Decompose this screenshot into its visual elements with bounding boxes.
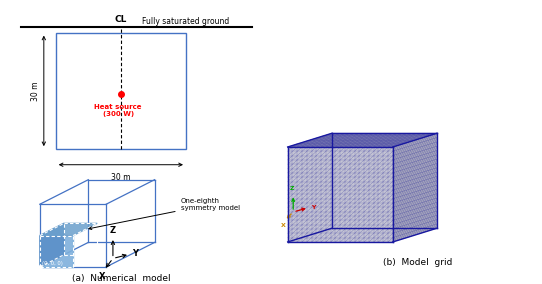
Text: (a)  Numerical  model: (a) Numerical model <box>72 273 170 283</box>
Polygon shape <box>40 223 64 267</box>
Polygon shape <box>288 147 393 242</box>
Text: 30 m: 30 m <box>31 81 40 101</box>
Polygon shape <box>393 133 437 242</box>
Text: Fully saturated ground: Fully saturated ground <box>143 17 229 26</box>
Text: X: X <box>99 272 106 281</box>
Text: X: X <box>281 223 286 228</box>
Polygon shape <box>40 180 88 267</box>
Polygon shape <box>40 180 154 204</box>
Text: Z: Z <box>289 187 294 191</box>
Polygon shape <box>288 133 437 147</box>
Text: Heat source
(300 W): Heat source (300 W) <box>94 104 142 117</box>
Polygon shape <box>40 236 73 267</box>
Text: (0, 0, 0): (0, 0, 0) <box>42 260 63 266</box>
Bar <box>56 33 186 149</box>
Polygon shape <box>40 204 106 267</box>
Text: Z: Z <box>110 226 116 235</box>
Text: CL: CL <box>115 15 127 24</box>
Text: 30 m: 30 m <box>111 173 131 182</box>
Text: Y: Y <box>132 249 138 258</box>
Polygon shape <box>40 223 97 236</box>
Text: (b)  Model  grid: (b) Model grid <box>383 258 452 267</box>
Text: One-eighth
symmetry model: One-eighth symmetry model <box>89 198 240 229</box>
Text: Y: Y <box>311 205 315 210</box>
